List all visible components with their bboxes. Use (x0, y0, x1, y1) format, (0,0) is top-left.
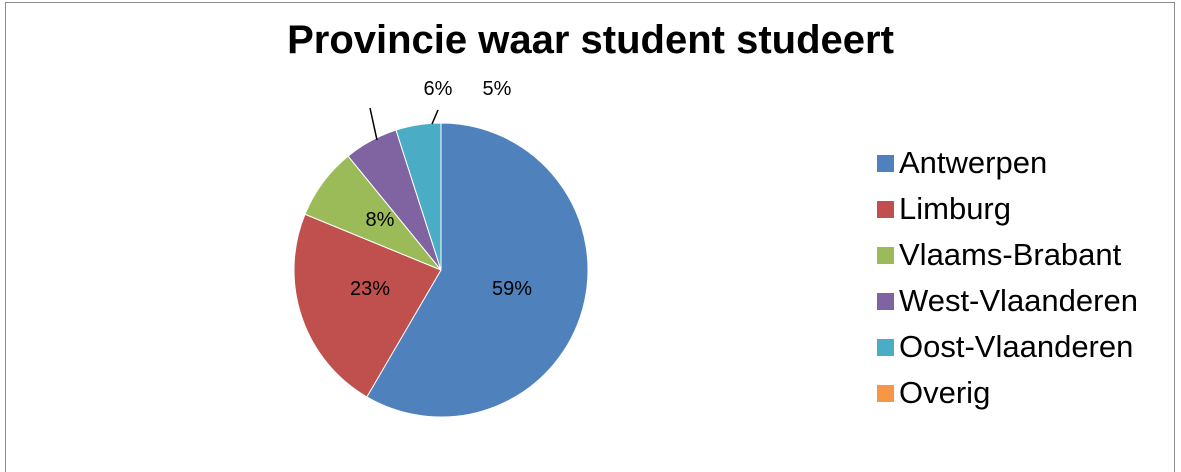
legend-label-oost-vlaanderen: Oost-Vlaanderen (899, 329, 1134, 364)
chart-frame (5, 2, 1175, 472)
legend-label-west-vlaanderen: West-Vlaanderen (899, 283, 1138, 318)
leader-line-oost-vlaanderen (431, 109, 439, 125)
data-label-limburg: 23% (350, 278, 390, 300)
legend-item-vlaams-brabant: Vlaams-Brabant (877, 232, 1138, 278)
data-label-vlaams-brabant: 8% (366, 209, 395, 231)
legend-swatch-west-vlaanderen (877, 292, 894, 310)
pie-slice-antwerpen (366, 122, 589, 418)
legend-label-limburg: Limburg (899, 191, 1011, 226)
legend-item-west-vlaanderen: West-Vlaanderen (877, 278, 1138, 324)
data-label-oost-vlaanderen: 5% (483, 78, 512, 100)
data-label-west-vlaanderen: 6% (424, 78, 453, 100)
legend-swatch-overig (877, 384, 894, 402)
legend-swatch-oost-vlaanderen (877, 338, 894, 356)
legend-label-vlaams-brabant: Vlaams-Brabant (899, 237, 1122, 272)
legend-swatch-limburg (877, 200, 894, 218)
data-label-antwerpen: 59% (492, 278, 532, 300)
legend-swatch-vlaams-brabant (877, 246, 894, 264)
legend-item-antwerpen: Antwerpen (877, 140, 1138, 186)
legend-swatch-antwerpen (877, 154, 894, 172)
pie-slice-oost-vlaanderen (395, 122, 442, 271)
legend-item-oost-vlaanderen: Oost-Vlaanderen (877, 324, 1138, 370)
chart-legend: Antwerpen Limburg Vlaams-Brabant West-Vlaan… (877, 140, 1138, 416)
pie-chart: 59% 23% 8% 6% 5% (293, 78, 589, 418)
pie-slice-limburg (293, 213, 442, 398)
legend-label-antwerpen: Antwerpen (899, 145, 1048, 180)
chart-title: Provincie waar student studeert (287, 18, 894, 62)
legend-item-overig: Overig (877, 370, 1138, 416)
legend-item-limburg: Limburg (877, 186, 1138, 232)
legend-label-overig: Overig (899, 375, 991, 410)
leader-line-west-vlaanderen (369, 107, 378, 141)
